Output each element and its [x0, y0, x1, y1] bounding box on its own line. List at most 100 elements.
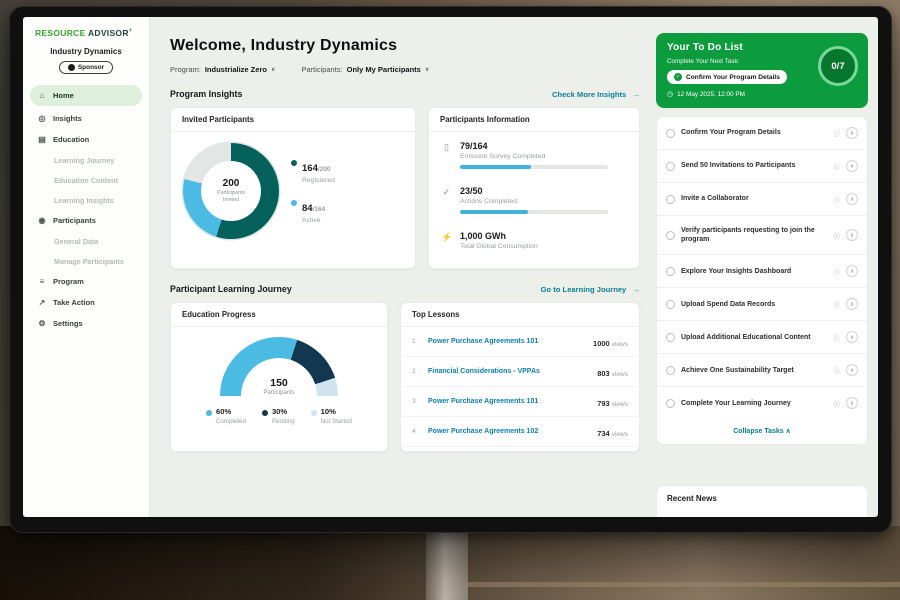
- task-checkbox[interactable]: [666, 299, 675, 309]
- info-icon[interactable]: ⓘ: [833, 269, 841, 277]
- task-item-invite-collaborator[interactable]: Invite a Collaborator ⓘ ›: [657, 183, 867, 216]
- chevron-right-icon[interactable]: ›: [846, 229, 858, 242]
- info-icon[interactable]: ⓘ: [833, 197, 841, 204]
- sidebar-item-learning-journey[interactable]: Learning Journey: [23, 150, 149, 170]
- info-icon[interactable]: ⓘ: [833, 302, 841, 310]
- page-title: Welcome, Industry Dynamics: [170, 37, 398, 54]
- info-icon[interactable]: ⓘ: [833, 368, 841, 376]
- lesson-link[interactable]: Power Purchase Agreements 101: [428, 398, 539, 405]
- task-item-verify-participants[interactable]: Verify participants requesting to join t…: [657, 216, 867, 256]
- learning-journey-header: Participant Learning Journey Go to Learn…: [170, 284, 640, 294]
- info-icon[interactable]: ⓘ: [833, 233, 841, 241]
- lesson-views: 734: [597, 428, 610, 438]
- section-title-program-insights: Program Insights: [170, 89, 243, 99]
- completed-dot-icon: [206, 409, 213, 416]
- check-more-insights-link[interactable]: Check More Insights →: [552, 90, 640, 99]
- task-checkbox[interactable]: [666, 365, 675, 375]
- sidebar-item-home[interactable]: ⌂ Home: [30, 85, 142, 106]
- participants-select[interactable]: Participants: Only My Participants ∨: [301, 65, 429, 74]
- sidebar-item-general-data[interactable]: General Data: [23, 231, 149, 251]
- task-checkbox[interactable]: [666, 194, 675, 204]
- monitor-stand: [426, 530, 468, 600]
- stat-label: Emission Survey Completed: [460, 153, 546, 160]
- collapse-tasks-link[interactable]: Collapse Tasks ∧: [657, 419, 867, 444]
- progress-bar: [460, 165, 608, 169]
- chevron-right-icon[interactable]: ›: [846, 160, 858, 172]
- sidebar-item-take-action[interactable]: ↗ Take Action: [23, 292, 149, 313]
- gauge-legend: 60% Completed 30% Pending 10% Not Starte…: [206, 407, 352, 425]
- stat-label: Total Global Consumption: [460, 243, 538, 250]
- sidebar-item-label: Education Content: [54, 175, 118, 185]
- task-item-complete-learning-journey[interactable]: Complete Your Learning Journey ⓘ ›: [657, 387, 867, 419]
- recent-news-card[interactable]: Recent News: [656, 485, 868, 517]
- task-label: Upload Additional Educational Content: [681, 333, 811, 341]
- donut-center: 200 Participants Invited: [201, 161, 261, 221]
- task-item-achieve-sustainability-target[interactable]: Achieve One Sustainability Target ⓘ ›: [657, 354, 867, 388]
- next-task-pill[interactable]: ✓ Confirm Your Program Details: [667, 70, 787, 84]
- sidebar-item-settings[interactable]: ⚙ Settings: [23, 313, 149, 334]
- sidebar-item-label: Home: [53, 91, 74, 100]
- sidebar-item-education[interactable]: ▤ Education: [23, 129, 149, 150]
- sidebar-item-education-content[interactable]: Education Content: [23, 170, 149, 190]
- info-icon[interactable]: ⓘ: [833, 401, 841, 409]
- lesson-link[interactable]: Financial Considerations - VPPAs: [428, 368, 540, 375]
- take-action-icon: ↗: [38, 298, 46, 307]
- lesson-row: 2 Financial Considerations - VPPAs 803 vi…: [401, 357, 639, 387]
- task-item-send-invitations[interactable]: Send 50 Invitations to Participants ⓘ ›: [657, 150, 867, 183]
- chevron-right-icon[interactable]: ›: [846, 127, 858, 139]
- sidebar-item-insights[interactable]: ◎ Insights: [23, 108, 149, 129]
- program-insights-header: Program Insights Check More Insights →: [170, 89, 640, 99]
- todo-title: Your To Do List: [667, 42, 743, 53]
- info-icon[interactable]: ⓘ: [833, 131, 841, 138]
- gauge-center: 150 Participants: [220, 377, 338, 396]
- task-checkbox[interactable]: [666, 332, 675, 342]
- sponsor-badge[interactable]: Sponsor: [58, 61, 114, 74]
- task-label: Explore Your Insights Dashboard: [681, 267, 792, 275]
- task-checkbox[interactable]: [666, 398, 675, 408]
- lesson-link[interactable]: Power Purchase Agreements 101: [428, 338, 539, 345]
- app-logo: RESOURCE ADVISOR+: [23, 28, 149, 38]
- info-icon[interactable]: ⓘ: [833, 164, 841, 171]
- legend-registered: 164/200 Registered: [291, 158, 335, 184]
- chevron-right-icon[interactable]: ›: [846, 331, 858, 344]
- donut-center-label: Participants Invited: [216, 189, 246, 203]
- card-title: Participants Information: [429, 108, 639, 132]
- go-to-learning-journey-link[interactable]: Go to Learning Journey →: [541, 285, 640, 294]
- chevron-right-icon[interactable]: ›: [846, 265, 858, 278]
- legend-label: Not Started: [320, 418, 352, 425]
- sidebar-item-program[interactable]: ≡ Program: [23, 271, 149, 292]
- info-icon[interactable]: ⓘ: [833, 335, 841, 343]
- task-checkbox[interactable]: [666, 266, 675, 276]
- chevron-right-icon[interactable]: ›: [846, 397, 858, 410]
- task-item-explore-insights[interactable]: Explore Your Insights Dashboard ⓘ ›: [657, 255, 867, 289]
- task-label: Confirm Your Program Details: [681, 129, 781, 137]
- task-label: Complete Your Learning Journey: [681, 399, 791, 407]
- sidebar-item-participants[interactable]: ◉ Participants: [23, 210, 149, 231]
- task-item-confirm-program[interactable]: Confirm Your Program Details ⓘ ›: [657, 117, 867, 150]
- logo-resource: RESOURCE: [35, 28, 86, 38]
- task-item-upload-educational-content[interactable]: Upload Additional Educational Content ⓘ …: [657, 321, 867, 355]
- chevron-right-icon[interactable]: ›: [846, 298, 858, 311]
- task-checkbox[interactable]: [666, 161, 675, 171]
- lesson-link[interactable]: Power Purchase Agreements 102: [428, 428, 539, 435]
- invited-participants-card: Invited Participants 200 Participants In…: [170, 107, 416, 269]
- dashboard-screen: RESOURCE ADVISOR+ Industry Dynamics Spon…: [23, 17, 878, 517]
- legend-not-started: 10% Not Started: [310, 407, 352, 425]
- legend-label: Registered: [302, 177, 335, 184]
- registered-dot-icon: [291, 160, 297, 166]
- legend-total: /200: [317, 166, 331, 173]
- sidebar-item-learning-insights[interactable]: Learning Insights: [23, 190, 149, 210]
- task-item-upload-spend-data[interactable]: Upload Spend Data Records ⓘ ›: [657, 288, 867, 322]
- chevron-right-icon[interactable]: ›: [846, 193, 858, 205]
- lesson-views: 803: [597, 368, 610, 378]
- next-task-label: Confirm Your Program Details: [686, 73, 780, 81]
- task-checkbox[interactable]: [666, 230, 675, 240]
- program-select[interactable]: Program: Industrialize Zero ∨: [170, 65, 275, 74]
- sidebar-item-manage-participants[interactable]: Manage Participants: [23, 251, 149, 271]
- card-title: Education Progress: [171, 303, 387, 327]
- task-checkbox[interactable]: [666, 128, 675, 138]
- arrow-right-icon: →: [632, 89, 640, 99]
- lesson-rank: 3: [412, 398, 416, 405]
- legend-value: 84: [302, 203, 313, 214]
- chevron-right-icon[interactable]: ›: [846, 364, 858, 377]
